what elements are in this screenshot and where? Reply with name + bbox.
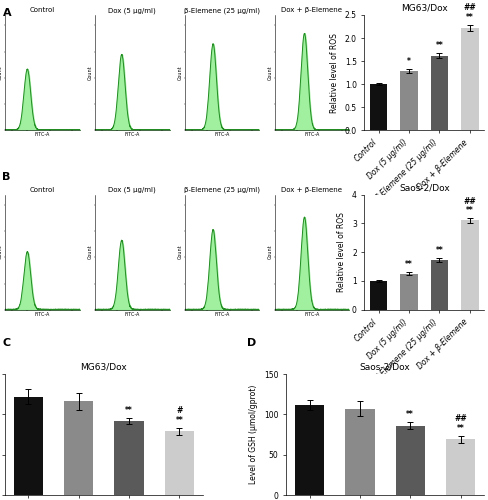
Bar xyxy=(460,28,478,130)
Y-axis label: Relative level of ROS: Relative level of ROS xyxy=(329,32,338,112)
X-axis label: FITC-A: FITC-A xyxy=(304,312,319,317)
Bar xyxy=(369,84,386,130)
X-axis label: FITC-A: FITC-A xyxy=(304,132,319,137)
Bar xyxy=(14,396,43,495)
Title: β-Elemene (25 μg/ml): β-Elemene (25 μg/ml) xyxy=(183,187,260,194)
Y-axis label: Level of GSH (μmol/gprot): Level of GSH (μmol/gprot) xyxy=(249,385,258,484)
Text: D: D xyxy=(246,338,256,347)
Y-axis label: Count: Count xyxy=(177,66,182,80)
Title: MG63/Dox: MG63/Dox xyxy=(81,363,127,372)
Bar xyxy=(400,71,417,130)
Title: MG63/Dox: MG63/Dox xyxy=(400,4,447,13)
Bar xyxy=(395,426,424,495)
Bar xyxy=(369,281,386,310)
X-axis label: FITC-A: FITC-A xyxy=(214,132,229,137)
Text: ##
**: ## ** xyxy=(453,414,466,433)
Bar xyxy=(345,408,374,495)
Text: **: ** xyxy=(125,406,133,414)
Text: B: B xyxy=(2,172,11,182)
Title: Dox + β-Elemene: Dox + β-Elemene xyxy=(281,187,342,193)
Bar xyxy=(445,440,474,495)
X-axis label: FITC-A: FITC-A xyxy=(35,312,50,317)
Bar xyxy=(430,260,447,310)
Bar xyxy=(114,421,143,495)
Title: Saos-2/Dox: Saos-2/Dox xyxy=(398,184,449,192)
Bar xyxy=(460,220,478,310)
X-axis label: FITC-A: FITC-A xyxy=(214,312,229,317)
Title: β-Elemene (25 μg/ml): β-Elemene (25 μg/ml) xyxy=(183,7,260,14)
Bar xyxy=(430,56,447,130)
Title: Control: Control xyxy=(30,7,55,13)
Y-axis label: Count: Count xyxy=(87,245,93,260)
Title: Saos-2/Dox: Saos-2/Dox xyxy=(359,363,409,372)
Y-axis label: Count: Count xyxy=(267,66,272,80)
Y-axis label: Count: Count xyxy=(177,245,182,260)
Text: **: ** xyxy=(435,246,443,256)
Y-axis label: Count: Count xyxy=(0,66,3,80)
X-axis label: FITC-A: FITC-A xyxy=(35,132,50,137)
Text: **: ** xyxy=(435,41,443,50)
Title: Dox (5 μg/ml): Dox (5 μg/ml) xyxy=(108,187,156,194)
Title: Control: Control xyxy=(30,187,55,193)
Title: Dox (5 μg/ml): Dox (5 μg/ml) xyxy=(108,7,156,14)
Y-axis label: Count: Count xyxy=(0,245,3,260)
Bar xyxy=(400,274,417,310)
X-axis label: FITC-A: FITC-A xyxy=(124,312,140,317)
Title: Dox + β-Elemene: Dox + β-Elemene xyxy=(281,7,342,13)
Bar xyxy=(294,404,324,495)
Bar xyxy=(64,402,93,495)
Text: **: ** xyxy=(405,260,412,270)
X-axis label: FITC-A: FITC-A xyxy=(124,132,140,137)
Text: C: C xyxy=(2,338,11,347)
Y-axis label: Relative level of ROS: Relative level of ROS xyxy=(337,212,346,292)
Text: #
**: # ** xyxy=(175,406,183,425)
Y-axis label: Count: Count xyxy=(267,245,272,260)
Bar xyxy=(164,432,194,495)
Text: *: * xyxy=(407,57,410,66)
Y-axis label: Count: Count xyxy=(87,66,93,80)
Text: **: ** xyxy=(406,410,413,420)
Text: ##
**: ## ** xyxy=(463,196,475,216)
Text: A: A xyxy=(2,8,11,18)
Text: ##
**: ## ** xyxy=(463,3,475,22)
